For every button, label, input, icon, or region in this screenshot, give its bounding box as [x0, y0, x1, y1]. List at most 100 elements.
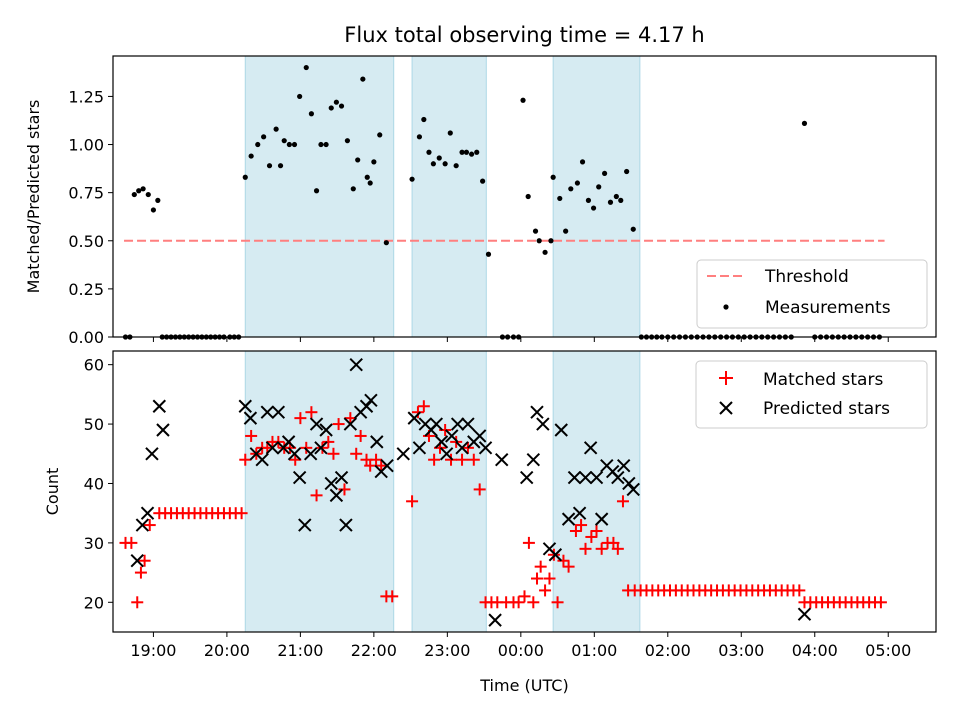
- predicted-star-point: [329, 488, 344, 503]
- predicted-star-point: [594, 512, 609, 526]
- measurement-point: [436, 155, 442, 161]
- matched-star-point: [417, 400, 430, 413]
- measurement-point: [550, 174, 556, 180]
- measurement-point: [377, 132, 383, 138]
- measurement-point: [463, 149, 470, 155]
- measurement-point: [607, 199, 614, 205]
- measurement-point: [426, 149, 432, 155]
- measurement-point: [323, 141, 329, 148]
- measurement-point: [447, 130, 453, 136]
- measurement-point: [286, 141, 292, 148]
- bottom-y-axis-label: Count: [43, 468, 62, 516]
- count-panel: 20 30 40 50 60 19:00 20:00 21:00 22:00 23:00 00:0…: [43, 350, 937, 695]
- measurement-point: [630, 226, 636, 232]
- matched-star-point: [239, 453, 252, 466]
- measurement-point: [409, 176, 415, 182]
- top-y-axis-label: Matched/Predicted stars: [24, 100, 43, 294]
- measurement-point: [248, 153, 254, 159]
- matched-star-point: [456, 453, 469, 466]
- predicted-star-point: [797, 607, 812, 621]
- measurement-point: [360, 76, 366, 82]
- matched-star-point: [235, 507, 248, 520]
- bottom-x-tick-label: 04:00: [792, 641, 838, 660]
- matched-star-point: [245, 429, 258, 442]
- measurement-point: [131, 191, 137, 198]
- predicted-star-point: [140, 506, 155, 520]
- bottom-y-tick-label: 60: [84, 356, 104, 375]
- top-shade-1: [411, 55, 487, 338]
- matched-star-point: [143, 519, 156, 532]
- matched-star-point: [406, 495, 419, 508]
- bottom-y-tick-label: 40: [84, 474, 104, 493]
- measurement-point: [333, 99, 339, 105]
- measurement-point: [355, 157, 361, 163]
- predicted-star-point: [339, 518, 353, 532]
- top-y-tick-label: 0.75: [68, 184, 104, 203]
- predicted-star-point: [334, 470, 349, 485]
- matched-star-point: [300, 441, 313, 454]
- predicted-star-point: [445, 429, 459, 443]
- measurement-point: [313, 188, 320, 194]
- measurement-point: [532, 228, 539, 234]
- bottom-x-ticks: 19:00 20:00 21:00 22:00 23:00 00:00 01:00 02:00…: [130, 632, 911, 660]
- measurement-point: [442, 161, 448, 167]
- measurement-point: [136, 188, 142, 194]
- matched-star-point: [375, 459, 388, 472]
- matched-star-point: [512, 596, 525, 609]
- matched-star-point: [551, 596, 564, 609]
- measurement-point: [371, 159, 377, 165]
- predicted-star-point: [292, 470, 307, 485]
- count-points: [119, 357, 887, 627]
- predicted-star-point: [309, 417, 324, 431]
- top-y-tick-label: 0.00: [68, 328, 104, 347]
- matched-star-point: [138, 554, 151, 567]
- measurement-point: [261, 134, 267, 140]
- predicted-star-point: [439, 447, 454, 461]
- top-shade-0: [244, 55, 395, 338]
- matched-star-point: [134, 566, 147, 579]
- top-legend: Threshold Measurements: [696, 259, 928, 329]
- predicted-star-point: [622, 476, 636, 491]
- predicted-star-point: [359, 399, 374, 413]
- measurement-point: [364, 174, 370, 180]
- predicted-star-point: [472, 429, 487, 443]
- measurement-point: [453, 163, 459, 169]
- measurement-point: [613, 193, 619, 200]
- measurement-point: [140, 186, 146, 192]
- matched-star-point: [590, 525, 603, 538]
- predicted-star-point: [488, 613, 502, 627]
- predicted-star-point: [135, 518, 150, 532]
- matched-star-point: [616, 495, 629, 508]
- matched-star-point: [316, 441, 329, 454]
- predicted-star-point: [548, 548, 563, 562]
- measurement-point: [328, 105, 334, 111]
- measurement-point: [568, 186, 574, 192]
- measurement-point: [277, 163, 284, 169]
- predicted-star-point: [319, 423, 333, 437]
- matched-star-point: [338, 483, 351, 496]
- bottom-shade-0: [244, 350, 395, 633]
- bottom-y-tick-label: 20: [84, 593, 104, 612]
- bottom-x-tick-label: 03:00: [718, 641, 764, 660]
- ratio-panel: 0.00 0.25 0.50 0.75 1.00 1.25 Flux total obse…: [24, 23, 937, 347]
- predicted-star-point: [611, 470, 625, 485]
- predicted-star-point: [561, 512, 576, 526]
- matched-star-point: [310, 489, 323, 502]
- measurement-point: [590, 205, 597, 211]
- predicted-star-point: [298, 518, 312, 532]
- bottom-shade-2: [552, 350, 641, 633]
- measurement-point: [421, 116, 427, 123]
- predicted-star-point: [589, 470, 604, 485]
- matched-star-point: [874, 596, 887, 609]
- predicted-star-point: [412, 441, 427, 455]
- measurement-point: [281, 138, 287, 144]
- bottom-legend-box: [695, 360, 928, 429]
- top-y-tick-label: 0.50: [68, 232, 104, 251]
- x-axis-label: Time (UTC): [479, 676, 568, 695]
- predicted-star-point: [364, 393, 378, 408]
- predicted-star-point: [380, 458, 394, 473]
- predicted-star-point: [349, 357, 363, 372]
- measurement-points: [122, 64, 883, 340]
- matched-star-point: [370, 453, 383, 466]
